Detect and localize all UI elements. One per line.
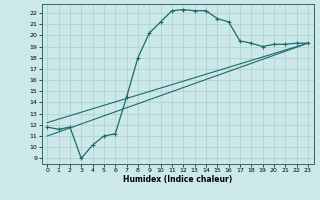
X-axis label: Humidex (Indice chaleur): Humidex (Indice chaleur) — [123, 175, 232, 184]
